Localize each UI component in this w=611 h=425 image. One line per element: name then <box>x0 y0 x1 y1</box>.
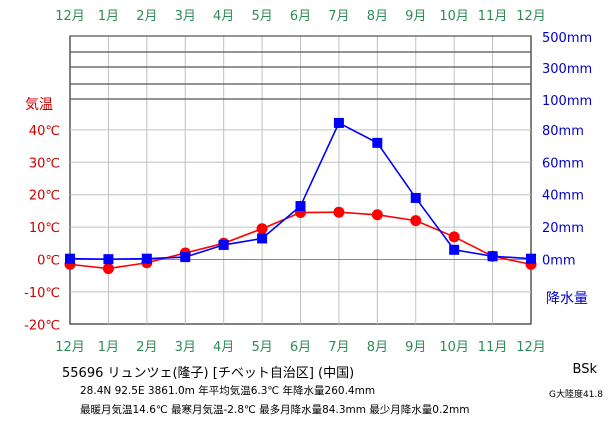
temperature-tick-label: 30℃ <box>29 156 60 171</box>
month-label-bottom: 12月 <box>516 340 546 355</box>
month-label-bottom: 5月 <box>251 340 272 355</box>
climate-chart: 12月 12月 1月 1月 2月 2月 3月 3月 4月 4月 5月 5月 6月 6月 7月 7月 8月 8月 9月… <box>24 9 592 355</box>
temperature-point <box>448 231 460 243</box>
month-label-bottom: 6月 <box>290 340 311 355</box>
precipitation-point <box>449 244 460 255</box>
precipitation-tick-label: 40mm <box>542 189 584 204</box>
temperature-point <box>256 223 268 235</box>
month-label-bottom: 10月 <box>439 340 469 355</box>
month-label-bottom: 11月 <box>478 340 508 355</box>
precipitation-tick-label: 0mm <box>542 254 576 269</box>
month-label-top: 6月 <box>290 9 311 24</box>
month-label-top: 9月 <box>405 9 426 24</box>
temperature-axis-label: 気温 <box>25 97 53 113</box>
precipitation-point <box>180 252 191 263</box>
temperature-tick-label: 40℃ <box>29 124 60 139</box>
month-label-bottom: 8月 <box>367 340 388 355</box>
month-label-top: 1月 <box>98 9 119 24</box>
precipitation-point <box>218 239 229 250</box>
temperature-point <box>333 206 345 218</box>
month-label-top: 5月 <box>251 9 272 24</box>
month-label-bottom: 2月 <box>136 340 157 355</box>
month-label-top: 10月 <box>439 9 469 24</box>
precipitation-point <box>295 201 306 212</box>
precipitation-point <box>333 117 344 128</box>
month-label-bottom: 3月 <box>175 340 196 355</box>
precipitation-tick-label: 80mm <box>542 124 584 139</box>
chart-grid <box>69 35 532 325</box>
precipitation-point <box>103 254 114 265</box>
temperature-point <box>410 215 422 227</box>
temperature-tick-label: 10℃ <box>29 221 60 236</box>
precipitation-tick-label: 20mm <box>542 221 584 236</box>
axis-labels: 12月 12月 1月 1月 2月 2月 3月 3月 4月 4月 5月 5月 6月 6月 7月 7月 8月 8月 9月… <box>24 9 592 355</box>
month-label-top: 7月 <box>328 9 349 24</box>
chart-marks <box>64 117 537 275</box>
month-label-bottom: 1月 <box>98 340 119 355</box>
continentality-index: G大陸度41.8 <box>548 390 603 400</box>
month-label-bottom: 4月 <box>213 340 234 355</box>
temperature-point <box>371 209 383 221</box>
month-label-top: 12月 <box>516 9 546 24</box>
temperature-tick-label: -10℃ <box>24 286 60 301</box>
precipitation-tick-label: 300mm <box>542 62 592 77</box>
station-stats-line-1: 28.4N 92.5E 3861.0m 年平均気温6.3℃ 年降水量260.4m… <box>80 385 376 397</box>
temperature-tick-label: 20℃ <box>29 189 60 204</box>
precipitation-point <box>410 192 421 203</box>
precipitation-point <box>65 253 75 264</box>
precipitation-point <box>526 253 536 264</box>
month-label-bottom: 12月 <box>55 340 85 355</box>
precipitation-tick-label: 100mm <box>542 94 592 109</box>
precipitation-point <box>372 137 383 148</box>
month-label-top: 8月 <box>367 9 388 24</box>
koppen-classification: BSk <box>572 362 597 377</box>
precipitation-axis-label: 降水量 <box>546 291 588 307</box>
station-name: 55696 リュンツェ(隆子) [チベット自治区] (中国) <box>62 366 355 381</box>
month-label-bottom: 7月 <box>328 340 349 355</box>
precipitation-point <box>487 251 498 262</box>
temperature-point <box>102 263 114 275</box>
precipitation-tick-label: 60mm <box>542 156 584 171</box>
month-label-top: 2月 <box>136 9 157 24</box>
month-label-top: 3月 <box>175 9 196 24</box>
temperature-tick-label: 0℃ <box>37 254 60 269</box>
station-stats-line-2: 最暖月気温14.6℃ 最寒月気温-2.8℃ 最多月降水量84.3mm 最少月降水… <box>80 404 470 416</box>
month-label-bottom: 9月 <box>405 340 426 355</box>
month-label-top: 11月 <box>478 9 508 24</box>
month-label-top: 12月 <box>55 9 85 24</box>
month-label-top: 4月 <box>213 9 234 24</box>
precipitation-tick-label: 500mm <box>542 31 592 46</box>
temperature-tick-label: -20℃ <box>24 318 60 333</box>
precipitation-point <box>141 253 152 264</box>
precipitation-point <box>257 233 268 244</box>
